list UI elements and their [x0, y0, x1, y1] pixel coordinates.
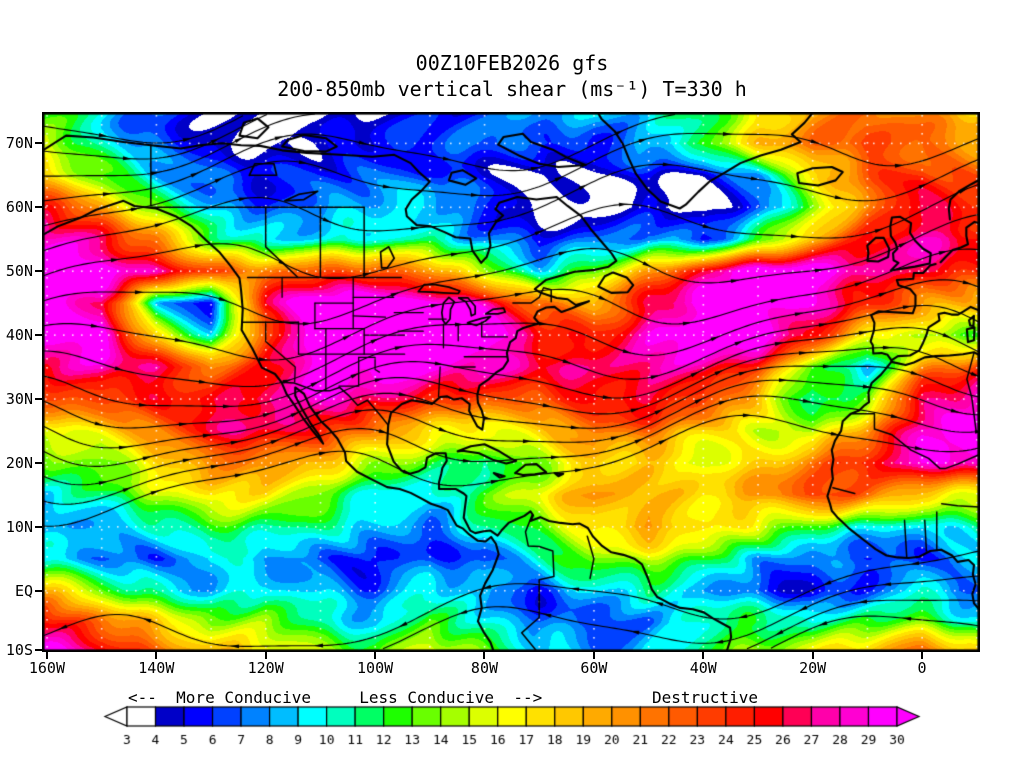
lat-tick-label: 20N [5, 453, 33, 472]
lat-tick [35, 270, 42, 273]
lon-tick [921, 652, 924, 659]
lat-tick [35, 461, 42, 464]
shear-map-canvas [42, 112, 980, 652]
lon-tick [155, 652, 158, 659]
lat-tick [35, 142, 42, 145]
lon-tick-label: 120W [247, 659, 284, 677]
page-title: 00Z10FEB2026 gfs 200-850mb vertical shea… [0, 50, 1024, 102]
legend-conducive-text: <-- More Conducive Less Conducive --> [128, 688, 543, 707]
lat-tick [35, 649, 42, 651]
lon-tick [45, 652, 48, 659]
lat-tick [35, 525, 42, 528]
lon-tick-label: 60W [580, 659, 608, 677]
lat-tick-label: 50N [5, 262, 33, 281]
lon-tick-label: 160W [28, 659, 65, 677]
lon-tick [702, 652, 705, 659]
lat-tick [35, 397, 42, 400]
lat-tick-label: 70N [5, 134, 33, 153]
lon-tick-label: 20W [799, 659, 827, 677]
title-line1: 00Z10FEB2026 gfs [415, 51, 609, 75]
lat-tick [35, 206, 42, 209]
title-line2: 200-850mb vertical shear (ms⁻¹) T=330 h [277, 77, 747, 101]
colorbar [84, 704, 944, 754]
map-area [42, 112, 980, 652]
lon-tick [483, 652, 486, 659]
lat-tick [35, 334, 42, 337]
lat-tick-label: 60N [5, 198, 33, 217]
lon-tick [374, 652, 377, 659]
lat-tick [35, 589, 42, 592]
lat-tick-label: EQ [14, 581, 33, 600]
lon-tick [264, 652, 267, 659]
lon-tick-label: 140W [138, 659, 175, 677]
lat-tick-label: 10N [5, 517, 33, 536]
lon-tick [592, 652, 595, 659]
legend-destructive-text: Destructive [652, 688, 758, 707]
lat-tick-label: 30N [5, 389, 33, 408]
lon-tick-label: 40W [689, 659, 717, 677]
lat-tick-label: 40N [5, 326, 33, 345]
lon-tick [811, 652, 814, 659]
lon-tick-label: 80W [470, 659, 499, 677]
lon-tick-label: 0 [917, 659, 927, 677]
lat-tick-label: 10S [5, 641, 33, 659]
lon-tick-label: 100W [357, 659, 394, 677]
